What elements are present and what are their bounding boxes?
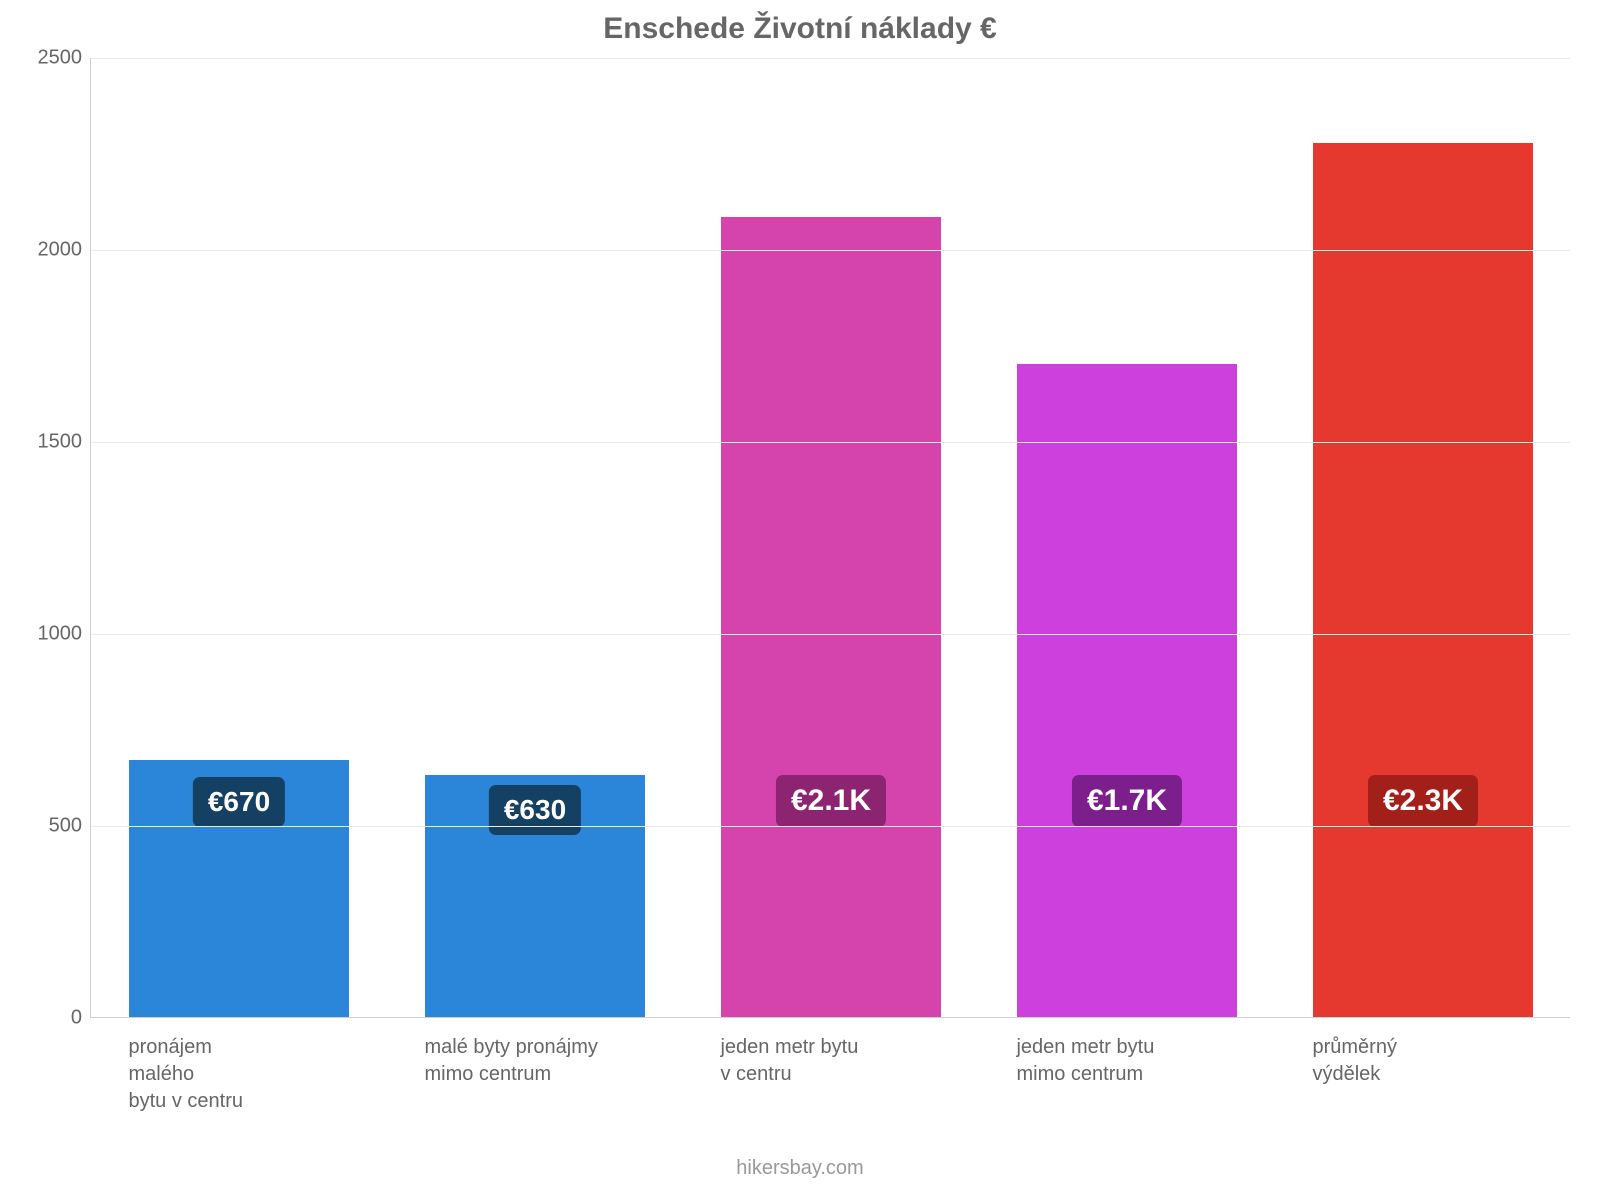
y-tick-label: 2000 <box>12 239 82 262</box>
gridline <box>91 634 1570 635</box>
bar <box>1017 364 1236 1017</box>
bar <box>721 217 940 1017</box>
gridline <box>91 58 1570 59</box>
x-axis-label: pronájemmaléhobytu v centru <box>128 1034 347 1115</box>
chart-container: Enschede Životní náklady € €670 €630 €2.1K… <box>0 0 1600 1200</box>
value-badge: €670 <box>193 777 285 827</box>
y-tick-label: 1000 <box>12 623 82 646</box>
value-badge: €2.1K <box>776 775 886 827</box>
attribution-text: hikersbay.com <box>0 1157 1600 1180</box>
value-badge: €630 <box>489 785 581 835</box>
value-badge: €2.3K <box>1368 775 1478 827</box>
y-tick-label: 500 <box>12 815 82 838</box>
x-axis-label: průměrnývýdělek <box>1312 1034 1531 1088</box>
y-tick-label: 0 <box>12 1007 82 1030</box>
value-badge: €1.7K <box>1072 775 1182 827</box>
x-axis-label: jeden metr bytumimo centrum <box>1016 1034 1235 1088</box>
gridline <box>91 442 1570 443</box>
gridline <box>91 250 1570 251</box>
plot-area: €670 €630 €2.1K €1.7K €2.3K <box>90 58 1570 1018</box>
x-axis-label: malé byty pronájmymimo centrum <box>424 1034 643 1088</box>
y-tick-label: 2500 <box>12 47 82 70</box>
chart-title: Enschede Životní náklady € <box>0 12 1600 46</box>
y-tick-label: 1500 <box>12 431 82 454</box>
x-axis-label: jeden metr bytuv centru <box>720 1034 939 1088</box>
bars-layer: €670 €630 €2.1K €1.7K €2.3K <box>91 58 1570 1017</box>
gridline <box>91 826 1570 827</box>
bar <box>1313 143 1532 1017</box>
